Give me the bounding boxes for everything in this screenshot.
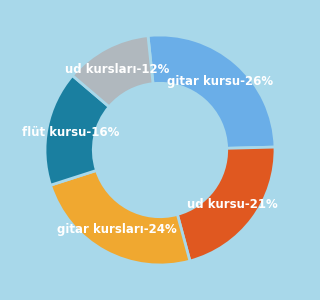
Wedge shape bbox=[45, 76, 109, 185]
Text: ud kursları-12%: ud kursları-12% bbox=[65, 63, 170, 76]
Text: flüt kursu-16%: flüt kursu-16% bbox=[22, 126, 120, 139]
Text: gitar kursu-26%: gitar kursu-26% bbox=[167, 75, 273, 88]
Wedge shape bbox=[51, 170, 190, 265]
Wedge shape bbox=[177, 147, 275, 261]
Text: ud kursu-21%: ud kursu-21% bbox=[188, 198, 278, 211]
Wedge shape bbox=[148, 35, 275, 148]
Wedge shape bbox=[72, 36, 153, 107]
Text: gitar kursları-24%: gitar kursları-24% bbox=[57, 223, 176, 236]
